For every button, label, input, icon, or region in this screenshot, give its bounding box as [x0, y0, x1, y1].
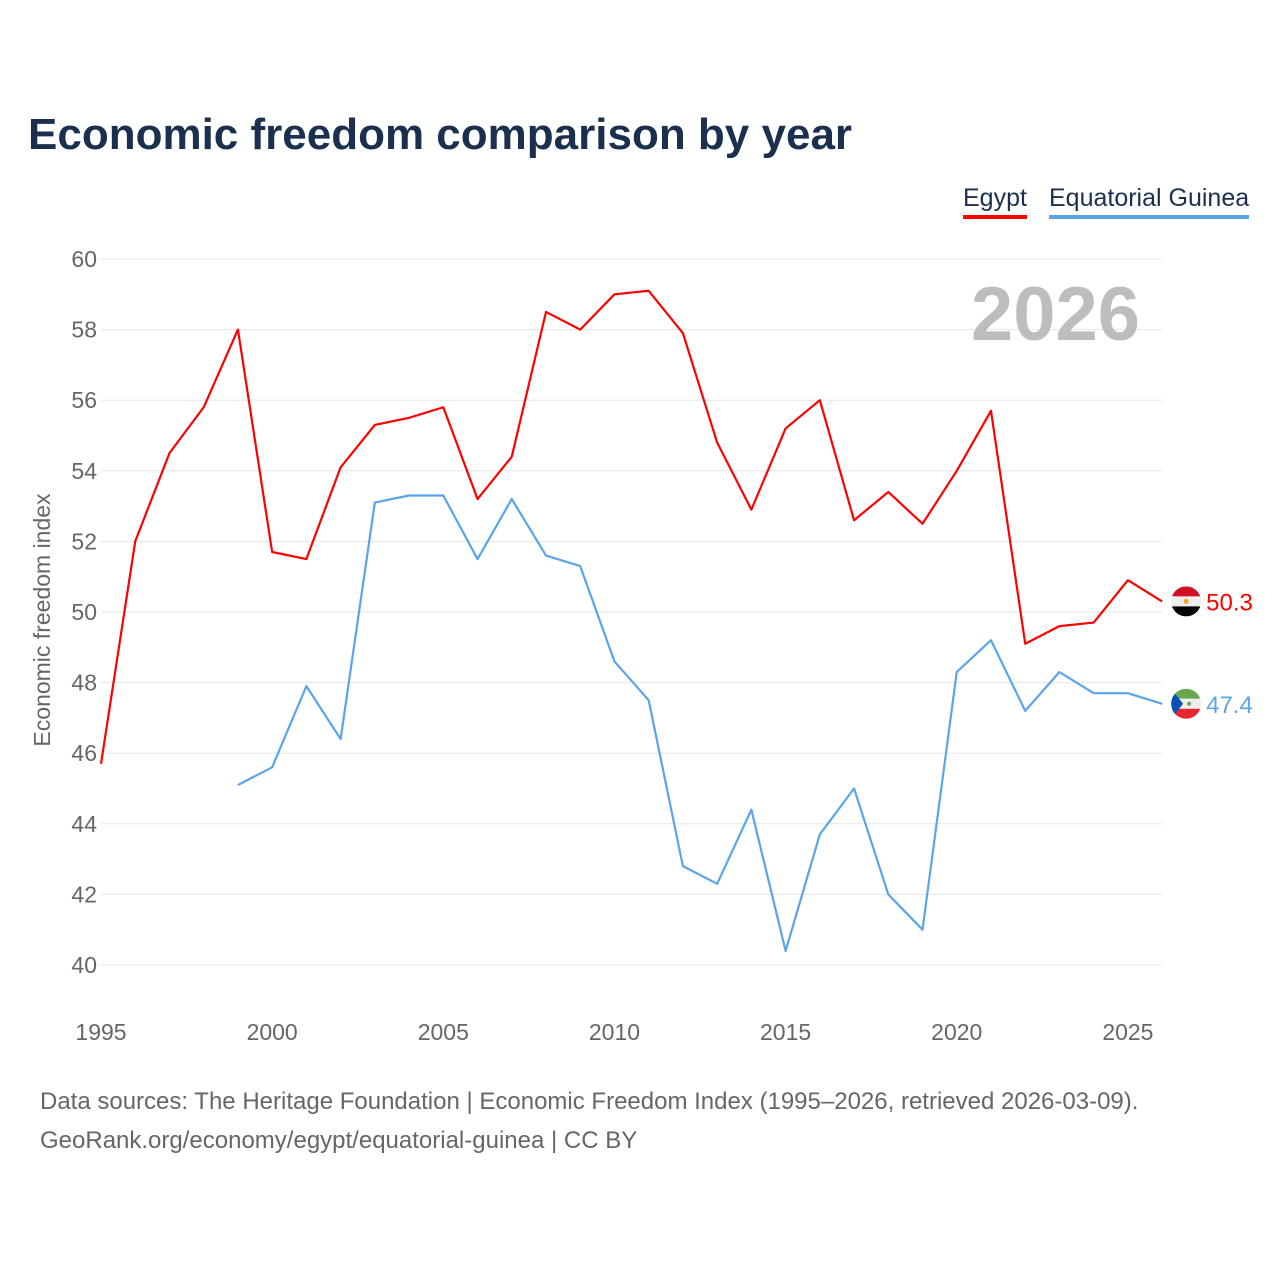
y-tick-label: 48 — [71, 670, 97, 696]
y-tick-label: 44 — [71, 811, 97, 837]
y-tick-label: 40 — [71, 952, 97, 978]
legend-item-equatorial-guinea[interactable]: Equatorial Guinea — [1049, 184, 1250, 219]
end-value-label: 47.4 — [1206, 692, 1253, 719]
y-tick-label: 56 — [71, 387, 97, 413]
y-tick-label: 50 — [71, 599, 97, 625]
y-axis-label: Economic freedom index — [29, 493, 55, 747]
series-line-0 — [99, 289, 1163, 764]
year-watermark: 2026 — [971, 272, 1140, 357]
chart-title: Economic freedom comparison by year — [28, 110, 853, 159]
y-tick-label: 60 — [71, 246, 97, 272]
y-tick-label: 46 — [71, 740, 97, 766]
x-tick-label: 2015 — [760, 1019, 811, 1045]
x-tick-label: 2005 — [418, 1019, 469, 1045]
equatorial-guinea-flag-icon — [1171, 688, 1202, 719]
series-line-1 — [237, 494, 1163, 952]
x-tick-label: 2010 — [589, 1019, 640, 1045]
egypt-flag-icon — [1171, 586, 1202, 617]
footer-sources: Data sources: The Heritage Foundation | … — [40, 1088, 1139, 1115]
x-tick-label: 1995 — [75, 1019, 126, 1045]
y-tick-label: 42 — [71, 881, 97, 907]
legend-item-egypt[interactable]: Egypt — [963, 184, 1027, 219]
y-tick-label: 58 — [71, 317, 97, 343]
footer-link[interactable]: GeoRank.org/economy/egypt/equatorial-gui… — [40, 1127, 638, 1154]
y-tick-label: 54 — [71, 458, 97, 484]
x-tick-label: 2020 — [931, 1019, 982, 1045]
x-tick-label: 2000 — [247, 1019, 298, 1045]
end-value-label: 50.3 — [1206, 589, 1253, 616]
x-tick-label: 2025 — [1102, 1019, 1153, 1045]
y-tick-label: 52 — [71, 528, 97, 554]
